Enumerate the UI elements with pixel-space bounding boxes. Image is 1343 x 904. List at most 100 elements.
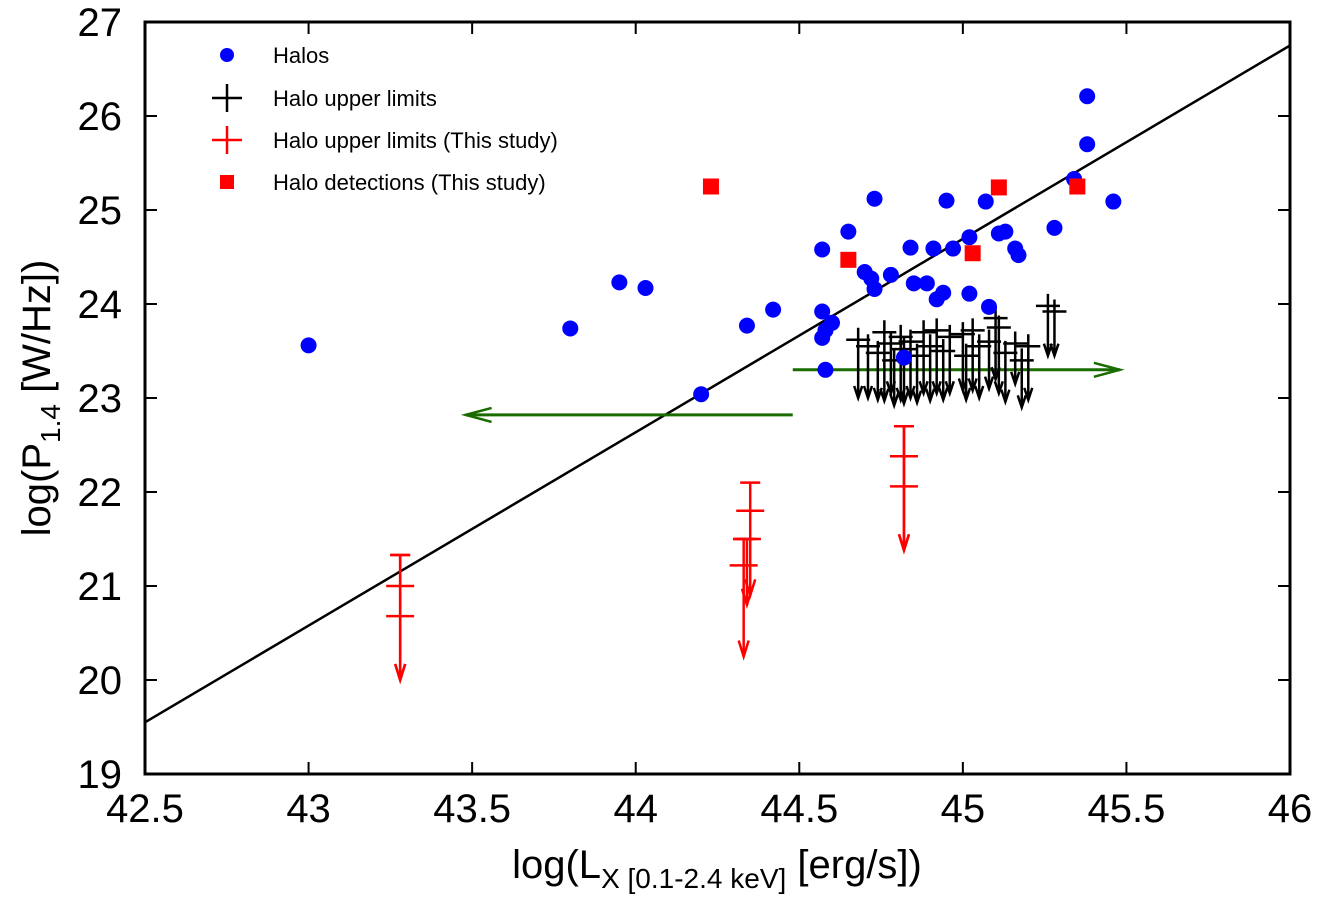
upper-limit-arrow <box>1049 343 1060 360</box>
upper-limit-arrow <box>931 380 942 398</box>
halo-point <box>981 298 998 315</box>
halo-point <box>814 241 831 258</box>
upper-limit-arrow <box>744 579 757 600</box>
tick-labels: 42.5 43 43.5 44 44.5 45 45.5 46 19 20 21 22 23 24 25 26… <box>78 1 1313 831</box>
halo-point <box>738 317 755 334</box>
halo-point <box>902 239 919 256</box>
halo-point <box>817 361 834 378</box>
legend-marker-halos <box>220 48 234 62</box>
upper-limit-arrow <box>983 376 995 393</box>
upper-limit-arrow <box>888 393 900 410</box>
halo-point <box>824 314 840 331</box>
range-arrows <box>460 361 1125 424</box>
upper-limit-arrow <box>897 533 911 555</box>
halo-point <box>814 303 831 320</box>
x-tick-label: 45 <box>941 787 986 831</box>
halo-point <box>1079 88 1096 105</box>
halo-point <box>693 386 710 403</box>
x-tick-label: 43 <box>286 787 331 831</box>
upper-limit-arrow <box>862 385 874 402</box>
y-label-post: [W/Hz]) <box>15 260 59 404</box>
upper-limit-arrow <box>944 380 955 398</box>
y-tick-label: 26 <box>78 95 123 139</box>
halo-point <box>611 274 628 291</box>
upper-limit-arrow <box>1023 387 1034 404</box>
x-tick-label: 44 <box>613 787 658 831</box>
y-tick-label: 23 <box>78 377 123 421</box>
x-tick-label: 43.5 <box>433 787 511 831</box>
halo-point <box>905 275 922 292</box>
legend-marker-upper-limits <box>212 84 242 112</box>
halo-point <box>765 301 782 318</box>
data-points <box>300 88 1122 403</box>
upper-limit-arrow <box>1016 395 1027 412</box>
upper-limits <box>386 293 1067 685</box>
fit-line <box>145 44 1290 724</box>
y-axis-label: log(P1.4 [W/Hz]) <box>15 260 66 537</box>
legend-marker-upper-limits-this-study <box>212 126 242 154</box>
upper-limit-arrow <box>737 640 750 661</box>
legend-label-detections-this-study: Halo detections (This study) <box>273 170 546 195</box>
halo-point <box>961 285 978 302</box>
range-arrow-head <box>460 406 492 424</box>
halo-point <box>938 192 955 209</box>
x-label-sub: X [0.1-2.4 keV] <box>601 863 786 894</box>
x-tick-label: 45.5 <box>1087 787 1165 831</box>
upper-limit-arrow <box>1010 371 1021 388</box>
upper-limit-arrow <box>852 385 864 402</box>
upper-limit-arrow <box>911 390 923 407</box>
halo-point <box>1079 136 1096 153</box>
halo-point <box>637 280 654 297</box>
halo-point <box>840 223 857 240</box>
upper-limit-arrow <box>938 387 949 404</box>
legend-label-halos: Halos <box>273 43 329 68</box>
y-tick-label: 20 <box>78 659 123 703</box>
halo-point <box>1105 193 1122 210</box>
fit-line-path <box>145 44 1290 724</box>
halo-detection-point <box>840 251 857 268</box>
upper-limit-arrow <box>960 387 972 404</box>
legend-label-upper-limits: Halo upper limits <box>273 86 437 111</box>
halo-point <box>945 240 962 257</box>
x-label-pre: log(L <box>512 843 601 887</box>
legend-label-upper-limits-this-study: Halo upper limits (This study) <box>273 128 558 153</box>
x-label-post: [erg/s]) <box>786 843 922 887</box>
halo-detection-point <box>964 245 981 262</box>
upper-limit-arrow <box>1000 389 1011 406</box>
halo-point <box>918 275 935 292</box>
halo-point <box>1010 247 1027 264</box>
halo-point <box>961 229 978 246</box>
halo-detection-point <box>702 178 719 195</box>
x-tick-label: 46 <box>1268 787 1313 831</box>
halo-point <box>882 266 899 283</box>
upper-limit-arrow <box>993 380 1005 398</box>
halo-point <box>866 190 883 207</box>
y-tick-label: 27 <box>78 1 123 45</box>
halo-point <box>895 349 912 366</box>
halo-point <box>300 337 317 354</box>
legend-marker-detections-this-study <box>220 175 234 189</box>
upper-limit-arrow <box>918 380 929 398</box>
x-tick-label: 42.5 <box>106 787 184 831</box>
upper-limit-arrow <box>905 385 916 402</box>
upper-limit-arrow <box>924 388 936 405</box>
y-tick-label: 24 <box>78 283 123 327</box>
legend: Halos Halo upper limits Halo upper limit… <box>212 43 558 195</box>
halo-detection-point <box>990 179 1007 196</box>
halo-point <box>866 280 883 297</box>
halo-detection-point <box>1069 178 1086 195</box>
y-tick-label: 19 <box>78 753 123 797</box>
upper-limit-arrow <box>974 385 985 402</box>
y-tick-label: 21 <box>78 565 123 609</box>
halo-point <box>925 240 942 257</box>
range-arrow-head <box>1093 361 1125 379</box>
halo-point <box>1046 219 1063 236</box>
halo-point <box>562 320 579 337</box>
upper-limit-arrow <box>393 663 407 685</box>
y-tick-label: 25 <box>78 189 123 233</box>
y-label-sub: 1.4 <box>35 404 66 443</box>
x-tick-label: 44.5 <box>760 787 838 831</box>
halo-point <box>935 284 952 301</box>
halo-point <box>977 193 994 210</box>
